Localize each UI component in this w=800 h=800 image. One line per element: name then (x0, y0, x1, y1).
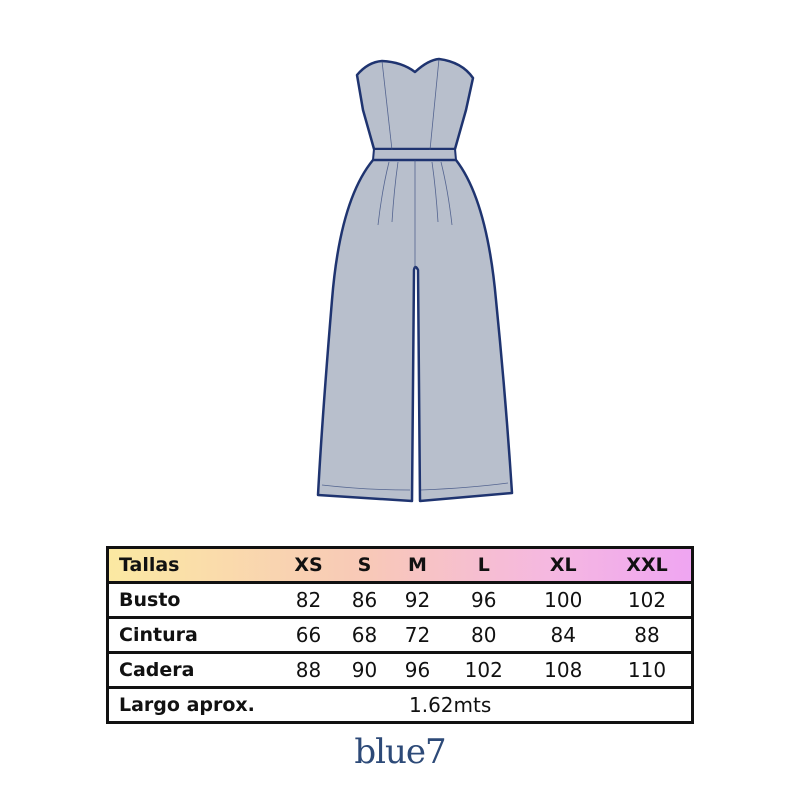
cell: 110 (603, 651, 693, 688)
brand-logo: blue7 (354, 732, 446, 772)
cell: 96 (444, 581, 524, 618)
cell: 88 (603, 616, 693, 653)
cell: 102 (444, 651, 524, 688)
cell: 108 (523, 651, 604, 688)
cell: 88 (279, 651, 339, 688)
table-row-cintura: Cintura 66 68 72 80 84 88 (107, 616, 693, 653)
cell: 84 (523, 616, 604, 653)
cell: 80 (444, 616, 524, 653)
cell: 90 (338, 651, 392, 688)
size-table: Tallas XS S M L XL XXL Busto 82 86 92 96… (106, 546, 694, 724)
table-row-cadera: Cadera 88 90 96 102 108 110 (107, 651, 693, 688)
size-xs: XS (294, 554, 323, 576)
row-label: Cadera (107, 651, 279, 688)
cell: 92 (391, 581, 445, 618)
header-label: Tallas (119, 554, 180, 576)
size-xxl: XXL (626, 554, 668, 576)
cell: 66 (279, 616, 339, 653)
waistband (372, 148, 457, 161)
cell: 102 (603, 581, 693, 618)
cell: 82 (279, 581, 339, 618)
cell: 100 (523, 581, 604, 618)
cell: 68 (338, 616, 392, 653)
size-m: M (408, 554, 427, 576)
row-label: Busto (107, 581, 279, 618)
cell: 86 (338, 581, 392, 618)
length-value: 1.62mts (279, 686, 693, 723)
bodice (355, 57, 475, 151)
table-row-largo: Largo aprox. 1.62mts (107, 686, 693, 723)
row-label: Cintura (107, 616, 279, 653)
jumpsuit-illustration (316, 57, 514, 503)
table-row-busto: Busto 82 86 92 96 100 102 (107, 581, 693, 618)
size-l: L (477, 554, 490, 576)
size-xl: XL (549, 554, 577, 576)
cell: 96 (391, 651, 445, 688)
size-header-row: Tallas XS S M L XL XXL (107, 547, 693, 583)
size-s: S (357, 554, 372, 576)
pants (316, 158, 514, 503)
cell: 72 (391, 616, 445, 653)
row-label: Largo aprox. (107, 686, 279, 723)
